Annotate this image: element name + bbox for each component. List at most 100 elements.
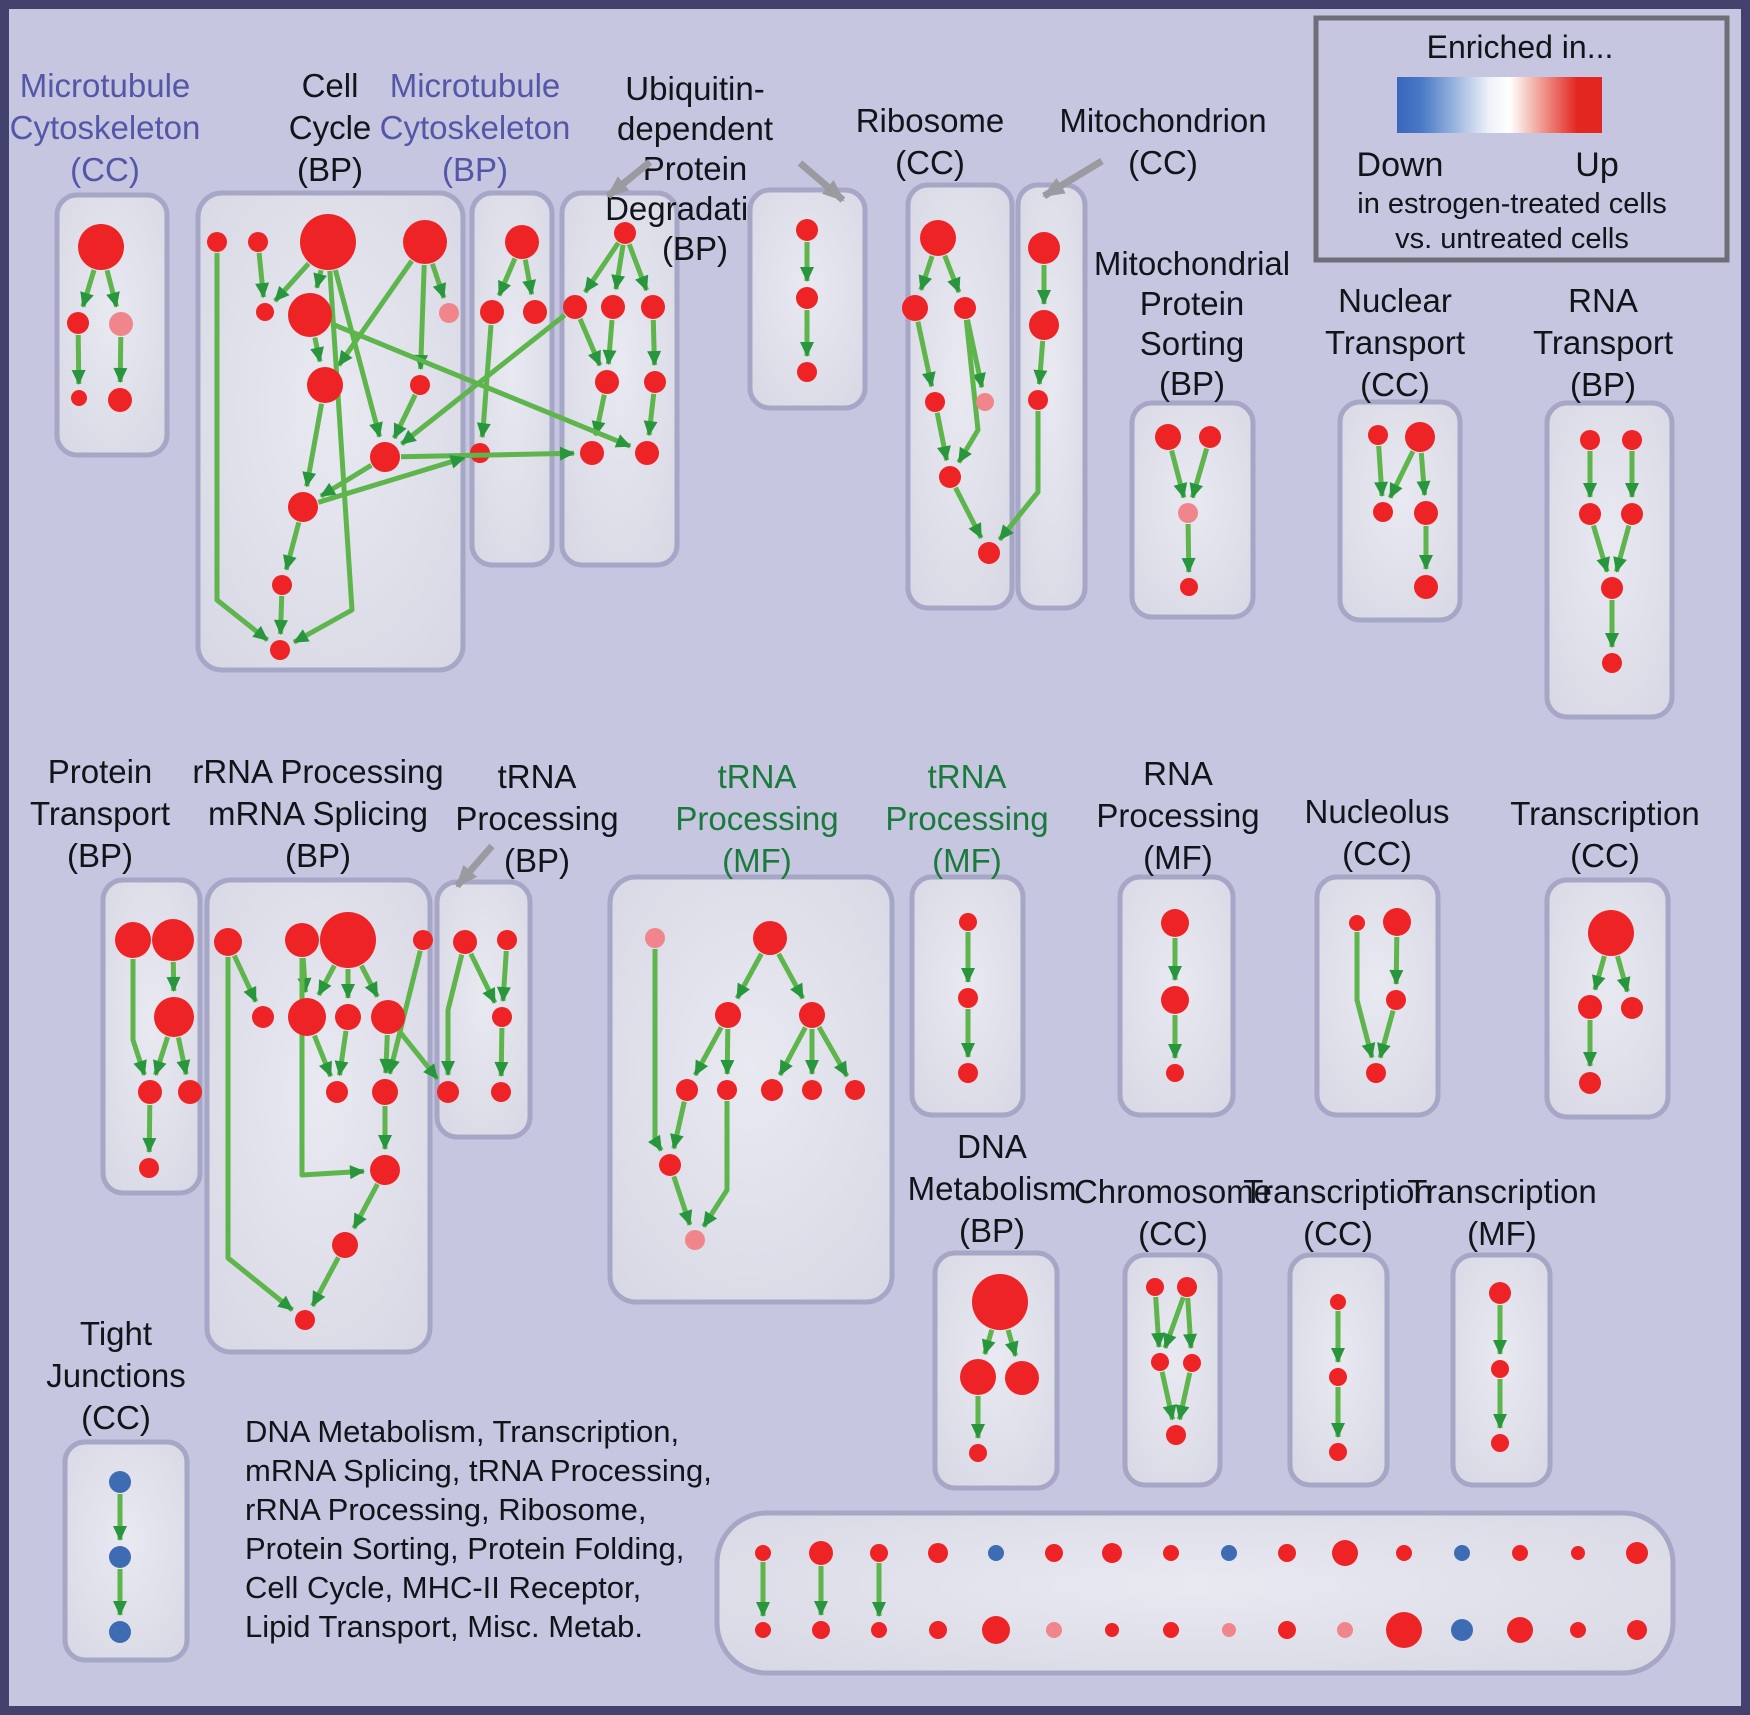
go-term-node <box>1337 1622 1353 1638</box>
go-term-node <box>641 295 665 319</box>
go-term-node <box>1570 1622 1586 1638</box>
go-term-node <box>799 1002 825 1028</box>
go-term-node <box>601 295 625 319</box>
go-term-node <box>370 442 400 472</box>
cluster-label-rna-processing-mf-line2: Processing <box>1096 797 1259 834</box>
cluster-label-trna-processing-mf-a-line3: (MF) <box>722 842 792 879</box>
cluster-label-mitochondrial-protein-sorting-line2: Protein <box>1140 285 1245 322</box>
edge <box>359 964 380 998</box>
cluster-label-rrna-mrna-processing-line3: (BP) <box>285 837 351 874</box>
go-term-node <box>1278 1621 1296 1639</box>
cluster-box-ribosome <box>905 182 1015 611</box>
edge <box>153 1036 170 1076</box>
cluster-label-mitochondrion-line2: (CC) <box>1128 144 1198 181</box>
go-term-node <box>453 930 477 954</box>
edge <box>225 957 295 1312</box>
edge <box>175 1036 191 1076</box>
go-term-node <box>332 1232 358 1258</box>
cluster-label-rna-processing-mf-line1: RNA <box>1143 755 1213 792</box>
go-term-node <box>1386 1612 1422 1648</box>
go-term-node <box>78 224 124 270</box>
legend-gradient-bar <box>1397 77 1602 133</box>
cluster-protein-transport: Protein Transport (BP) <box>30 753 203 1196</box>
edge <box>1175 1372 1193 1421</box>
cluster-label-trna-processing-mf-b-line2: Processing <box>885 800 1048 837</box>
cluster-transcription-mf: Transcription (MF) <box>1407 1173 1597 1488</box>
edge <box>626 243 649 292</box>
edge <box>312 1034 334 1078</box>
edge <box>816 1025 850 1078</box>
go-term-node <box>958 1063 978 1083</box>
go-term-node <box>1622 430 1642 450</box>
edge <box>351 1182 380 1230</box>
go-term-node <box>802 1080 822 1100</box>
cluster-label-rna-transport-line3: (BP) <box>1570 366 1636 403</box>
go-term-node <box>371 1000 405 1034</box>
edge <box>316 964 337 997</box>
go-term-node <box>1366 1063 1386 1083</box>
cluster-label-chromosome-line1: Chromosome <box>1074 1173 1272 1210</box>
go-term-node <box>1578 995 1602 1019</box>
cluster-nuclear-transport: Nuclear Transport (CC) <box>1325 282 1465 623</box>
edge <box>414 264 429 370</box>
cross-cluster-edge <box>399 313 567 446</box>
cluster-ubiquitin-degradation-b <box>747 187 868 411</box>
go-term-node <box>497 930 517 950</box>
go-term-node <box>1199 426 1221 448</box>
edge <box>602 319 617 366</box>
go-term-node <box>1329 1443 1347 1461</box>
cluster-rrna-mrna-processing: rRNA Processing mRNA Splicing (BP) <box>192 753 444 1355</box>
cluster-cell-cycle: Cell Cycle (BP) <box>195 67 466 673</box>
cluster-label-ubiquitin-degradation-a-line5: (BP) <box>662 230 728 267</box>
go-term-node <box>1621 997 1643 1019</box>
go-term-node <box>138 1080 162 1104</box>
cluster-label-trna-processing-mf-a-line1: tRNA <box>718 758 797 795</box>
edge <box>332 269 383 438</box>
go-term-node <box>761 1079 783 1101</box>
go-term-node <box>1029 310 1059 340</box>
cluster-tight-junctions: Tight Junctions (CC) <box>46 1315 190 1663</box>
go-term-node <box>1405 422 1435 452</box>
go-term-node <box>1155 424 1181 450</box>
go-term-node <box>1507 1617 1533 1643</box>
go-term-node <box>1105 1623 1119 1637</box>
label-pointer-arrow <box>1042 158 1104 199</box>
cluster-label-microtubule-cc-line2: Cytoskeleton <box>10 109 201 146</box>
go-term-node <box>1580 430 1600 450</box>
go-term-node <box>109 1546 131 1568</box>
cluster-box-chromosome <box>1122 1252 1223 1488</box>
cluster-label-transcription-cc-bottom-line2: (CC) <box>1303 1215 1373 1252</box>
legend-subtitle-line2: vs. untreated cells <box>1395 223 1629 255</box>
edge <box>386 950 423 1075</box>
go-term-node <box>659 1154 681 1176</box>
legend-subtitle-line1: in estrogen-treated cells <box>1357 188 1667 220</box>
edge <box>334 1030 349 1077</box>
go-term-node <box>285 923 319 957</box>
go-term-node <box>1451 1619 1473 1641</box>
go-term-node <box>685 1230 705 1250</box>
edge <box>379 1034 394 1074</box>
go-term-node <box>1177 1277 1197 1297</box>
go-term-node <box>154 997 194 1037</box>
cluster-label-ubiquitin-degradation-a-line3: Protein <box>643 150 748 187</box>
edge <box>776 952 806 1000</box>
go-term-node <box>1396 1545 1412 1561</box>
go-term-node <box>1386 990 1406 1010</box>
go-term-node <box>1330 1294 1346 1310</box>
cluster-box-nuclear-transport <box>1337 399 1463 623</box>
edge <box>391 393 418 440</box>
go-term-node <box>1028 390 1048 410</box>
go-term-node <box>439 303 459 323</box>
go-term-node <box>288 293 332 337</box>
go-term-node <box>1045 1544 1063 1562</box>
cluster-label-microtubule-cc-line3: (CC) <box>70 151 140 188</box>
edge <box>1591 955 1607 991</box>
cluster-label-microtubule-bp-line3: (BP) <box>442 151 508 188</box>
go-term-node <box>1180 578 1198 596</box>
go-term-node <box>1571 1546 1585 1560</box>
go-term-node <box>370 1155 400 1185</box>
go-term-node <box>1329 1368 1347 1386</box>
go-term-node <box>109 1621 131 1643</box>
